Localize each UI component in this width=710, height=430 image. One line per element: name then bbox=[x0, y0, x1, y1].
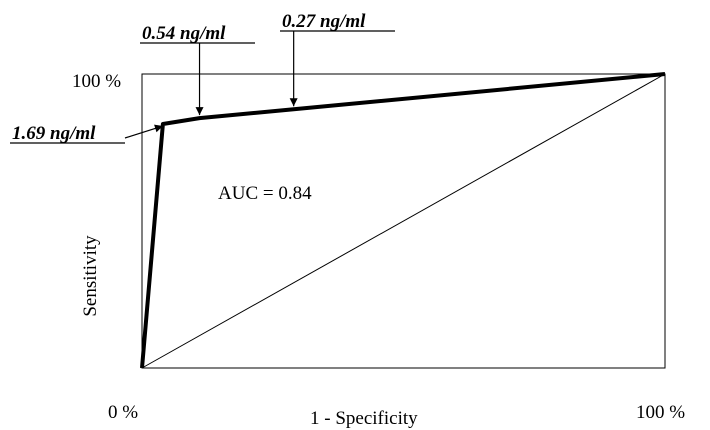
x-tick-min-label: 0 % bbox=[108, 402, 138, 423]
x-axis-title: 1 - Specificity bbox=[310, 408, 418, 429]
plot-frame bbox=[141, 73, 666, 369]
x-tick-max-label: 100 % bbox=[636, 402, 685, 423]
callout-label-0-27: 0.27 ng/ml bbox=[282, 11, 366, 32]
y-tick-max-label: 100 % bbox=[72, 71, 121, 92]
roc-curve-line bbox=[140, 72, 666, 369]
callout-label-0-54: 0.54 ng/ml bbox=[142, 23, 226, 44]
auc-annotation: AUC = 0.84 bbox=[218, 183, 312, 204]
chance-diagonal-line bbox=[141, 73, 666, 369]
callout-arrow-0-54-head bbox=[195, 107, 204, 116]
callout-label-1-69: 1.69 ng/ml bbox=[12, 123, 96, 144]
y-axis-title: Sensitivity bbox=[80, 235, 101, 317]
callout-arrows bbox=[124, 31, 298, 139]
callout-arrow-0-27-head bbox=[289, 98, 298, 107]
callout-arrow-1-69-head bbox=[154, 124, 163, 133]
